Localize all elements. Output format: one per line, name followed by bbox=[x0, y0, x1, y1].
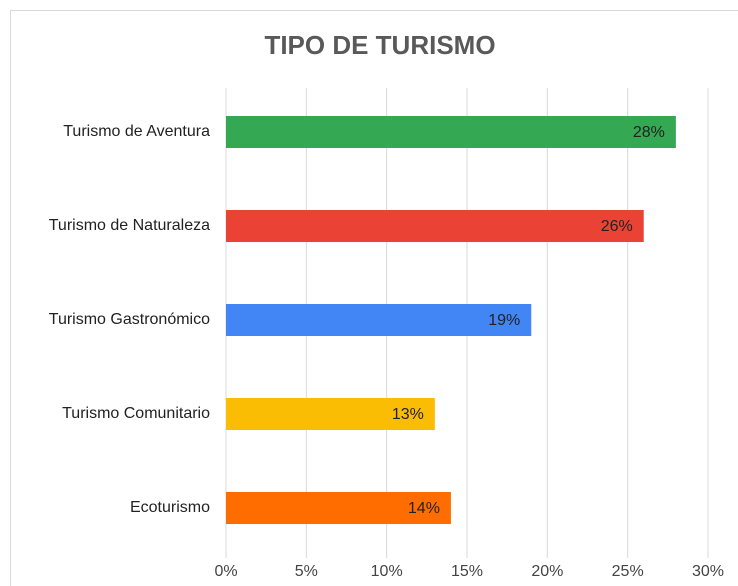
data-label: 19% bbox=[488, 312, 520, 329]
x-tick-label: 10% bbox=[371, 563, 403, 580]
x-tick-label: 5% bbox=[295, 563, 318, 580]
bar bbox=[226, 492, 451, 524]
data-label: 14% bbox=[408, 500, 440, 517]
y-tick-label: Ecoturismo bbox=[130, 499, 210, 516]
x-tick-label: 0% bbox=[214, 563, 237, 580]
bar bbox=[226, 398, 435, 430]
bar bbox=[226, 304, 532, 336]
x-tick-label: 30% bbox=[692, 563, 724, 580]
data-label: 28% bbox=[633, 124, 665, 141]
data-label: 13% bbox=[392, 406, 424, 423]
bar bbox=[226, 210, 644, 242]
data-label: 26% bbox=[601, 218, 633, 235]
y-tick-label: Turismo Comunitario bbox=[62, 405, 210, 422]
y-tick-label: Turismo de Aventura bbox=[63, 123, 210, 140]
y-tick-label: Turismo Gastronómico bbox=[49, 311, 210, 328]
bar bbox=[226, 116, 676, 148]
chart-border bbox=[10, 10, 738, 586]
x-tick-label: 25% bbox=[612, 563, 644, 580]
chart-title: TIPO DE TURISMO bbox=[264, 30, 495, 60]
y-tick-label: Turismo de Naturaleza bbox=[49, 217, 210, 234]
x-tick-label: 20% bbox=[531, 563, 563, 580]
x-tick-label: 15% bbox=[451, 563, 483, 580]
